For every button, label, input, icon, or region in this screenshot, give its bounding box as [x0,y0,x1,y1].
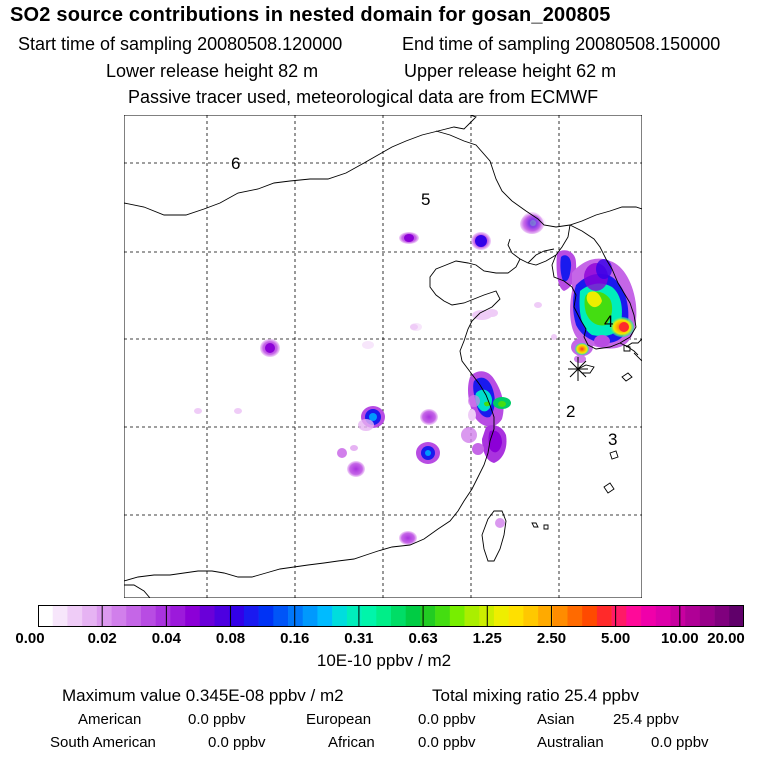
color-scale-tick-label: 0.31 [344,630,374,647]
lat-lon-grid [124,115,642,598]
color-scale-swatch [140,605,156,627]
color-scale-tick-label: 0.00 [15,630,45,647]
color-scale-tick-label: 5.00 [601,630,631,647]
color-scale-swatch [229,605,245,627]
color-scale-swatch [67,605,83,627]
region-label-5: 5 [421,190,430,209]
color-scale-swatch [641,605,657,627]
color-scale-swatch [52,605,68,627]
color-scale-swatch [714,605,730,627]
color-scale-tick-label: 0.08 [215,630,246,647]
color-scale-swatch [126,605,142,627]
european-label: European [306,711,372,728]
color-scale-swatch [699,605,715,627]
australian-label: Australian [537,734,604,751]
color-scale-swatch [435,605,451,627]
color-scale-swatch [170,605,186,627]
total-mixing-ratio-label: Total mixing ratio 25.4 ppbv [432,686,639,705]
start-time-label: Start time of sampling 20080508.120000 [18,34,343,54]
color-scale-swatch [288,605,304,627]
tracer-note: Passive tracer used, meteorological data… [128,87,599,107]
upper-release-height-label: Upper release height 62 m [404,61,617,81]
region-label-6: 6 [231,154,240,173]
african-value: 0.0 ppbv [418,734,476,751]
color-scale-swatch [655,605,671,627]
color-scale-swatch [508,605,524,627]
color-scale-swatch [567,605,583,627]
color-scale-swatch [582,605,598,627]
color-scale-swatch [332,605,348,627]
chart-title: SO2 source contributions in nested domai… [10,4,611,26]
color-scale-swatch [449,605,465,627]
african-label: African [328,734,375,751]
color-scale-tick-label: 1.25 [472,630,502,647]
color-scale-tick-label: 0.63 [408,630,438,647]
american-value: 0.0 ppbv [188,711,246,728]
australian-value: 0.0 ppbv [651,734,709,751]
asian-label: Asian [537,711,575,728]
color-scale-swatch [185,605,201,627]
color-scale-swatch [82,605,98,627]
color-scale-tick-label: 0.04 [151,630,181,647]
color-scale-swatch [626,605,642,627]
color-scale-swatch [729,605,744,627]
color-scale-swatch [670,605,686,627]
color-scale-tick-label: 10.00 [661,630,699,647]
color-scale-swatch [111,605,127,627]
source-contribution-map: 6 5 4 2 3 [124,115,642,598]
south-american-value: 0.0 ppbv [208,734,266,751]
region-label-2: 2 [566,402,575,421]
region-label-4: 4 [604,312,613,331]
color-scale-tick-label: 0.02 [87,630,117,647]
american-label: American [78,711,142,728]
color-scale-swatch [611,605,627,627]
region-label-3: 3 [608,430,617,449]
color-scale-swatch [243,605,259,627]
lower-release-height-label: Lower release height 82 m [106,61,319,81]
color-scale-swatch [214,605,230,627]
color-scale-swatch [346,605,362,627]
color-scale-bar [38,605,744,627]
color-scale-tick-label: 20.00 [707,630,745,647]
color-scale-swatch [38,605,54,627]
receptor-star-icon [568,357,588,381]
european-value: 0.0 ppbv [418,711,476,728]
color-scale-swatch [405,605,421,627]
color-scale-swatch [273,605,289,627]
asian-value: 25.4 ppbv [613,711,679,728]
end-time-label: End time of sampling 20080508.150000 [402,34,721,54]
color-scale-tick-label: 2.50 [536,630,567,647]
color-scale-swatch [317,605,333,627]
color-scale-swatch [493,605,509,627]
color-scale-swatch [155,605,171,627]
color-scale-swatch [596,605,612,627]
color-scale-swatch [552,605,568,627]
color-scale-swatch [538,605,554,627]
color-scale-swatch [523,605,539,627]
color-scale-swatch [361,605,377,627]
color-scale-swatch [685,605,701,627]
south-american-label: South American [50,734,156,751]
color-scale-swatch [258,605,274,627]
color-scale-swatch [199,605,215,627]
coastlines [124,115,642,598]
color-scale-tick-label: 0.16 [280,630,310,647]
color-scale-swatch [420,605,436,627]
color-scale-swatch [391,605,407,627]
color-scale-swatch [479,605,495,627]
color-scale-units: 10E-10 ppbv / m2 [316,651,452,670]
color-scale-swatch [302,605,318,627]
color-scale-swatch [464,605,480,627]
color-scale-swatch [376,605,392,627]
maximum-value-label: Maximum value 0.345E-08 ppbv / m2 [62,686,344,705]
color-scale-swatch [96,605,112,627]
